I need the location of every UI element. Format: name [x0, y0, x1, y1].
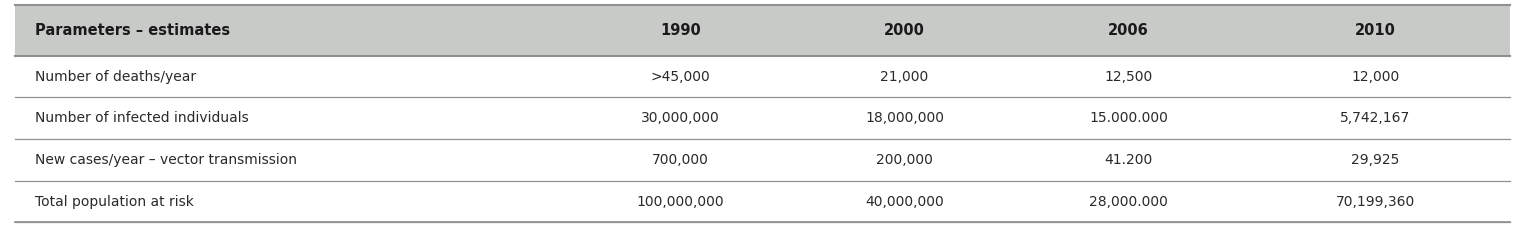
Text: 2010: 2010	[1354, 23, 1395, 38]
Text: 200,000: 200,000	[875, 153, 933, 167]
Text: 2000: 2000	[884, 23, 926, 38]
Bar	[15, 139, 1510, 181]
Text: 2006: 2006	[1109, 23, 1148, 38]
Text: 21,000: 21,000	[880, 70, 929, 84]
Text: New cases/year – vector transmission: New cases/year – vector transmission	[35, 153, 297, 167]
Text: 28,000.000: 28,000.000	[1089, 195, 1168, 209]
Text: 12,000: 12,000	[1351, 70, 1400, 84]
Text: 30,000,000: 30,000,000	[640, 111, 720, 125]
Text: 15.000.000: 15.000.000	[1089, 111, 1168, 125]
Text: Number of infected individuals: Number of infected individuals	[35, 111, 249, 125]
Text: 100,000,000: 100,000,000	[636, 195, 724, 209]
Text: 5,742,167: 5,742,167	[1340, 111, 1411, 125]
Text: 70,199,360: 70,199,360	[1336, 195, 1415, 209]
Text: 1990: 1990	[660, 23, 700, 38]
Bar	[15, 5, 1510, 56]
Text: Number of deaths/year: Number of deaths/year	[35, 70, 195, 84]
Text: Parameters – estimates: Parameters – estimates	[35, 23, 230, 38]
Text: 41.200: 41.200	[1104, 153, 1153, 167]
Text: 12,500: 12,500	[1104, 70, 1153, 84]
Text: >45,000: >45,000	[651, 70, 711, 84]
Text: 700,000: 700,000	[651, 153, 709, 167]
Text: Total population at risk: Total population at risk	[35, 195, 194, 209]
Text: 40,000,000: 40,000,000	[865, 195, 944, 209]
Bar	[15, 56, 1510, 97]
Text: 29,925: 29,925	[1351, 153, 1400, 167]
Text: 18,000,000: 18,000,000	[865, 111, 944, 125]
Bar	[15, 181, 1510, 222]
Bar	[15, 97, 1510, 139]
